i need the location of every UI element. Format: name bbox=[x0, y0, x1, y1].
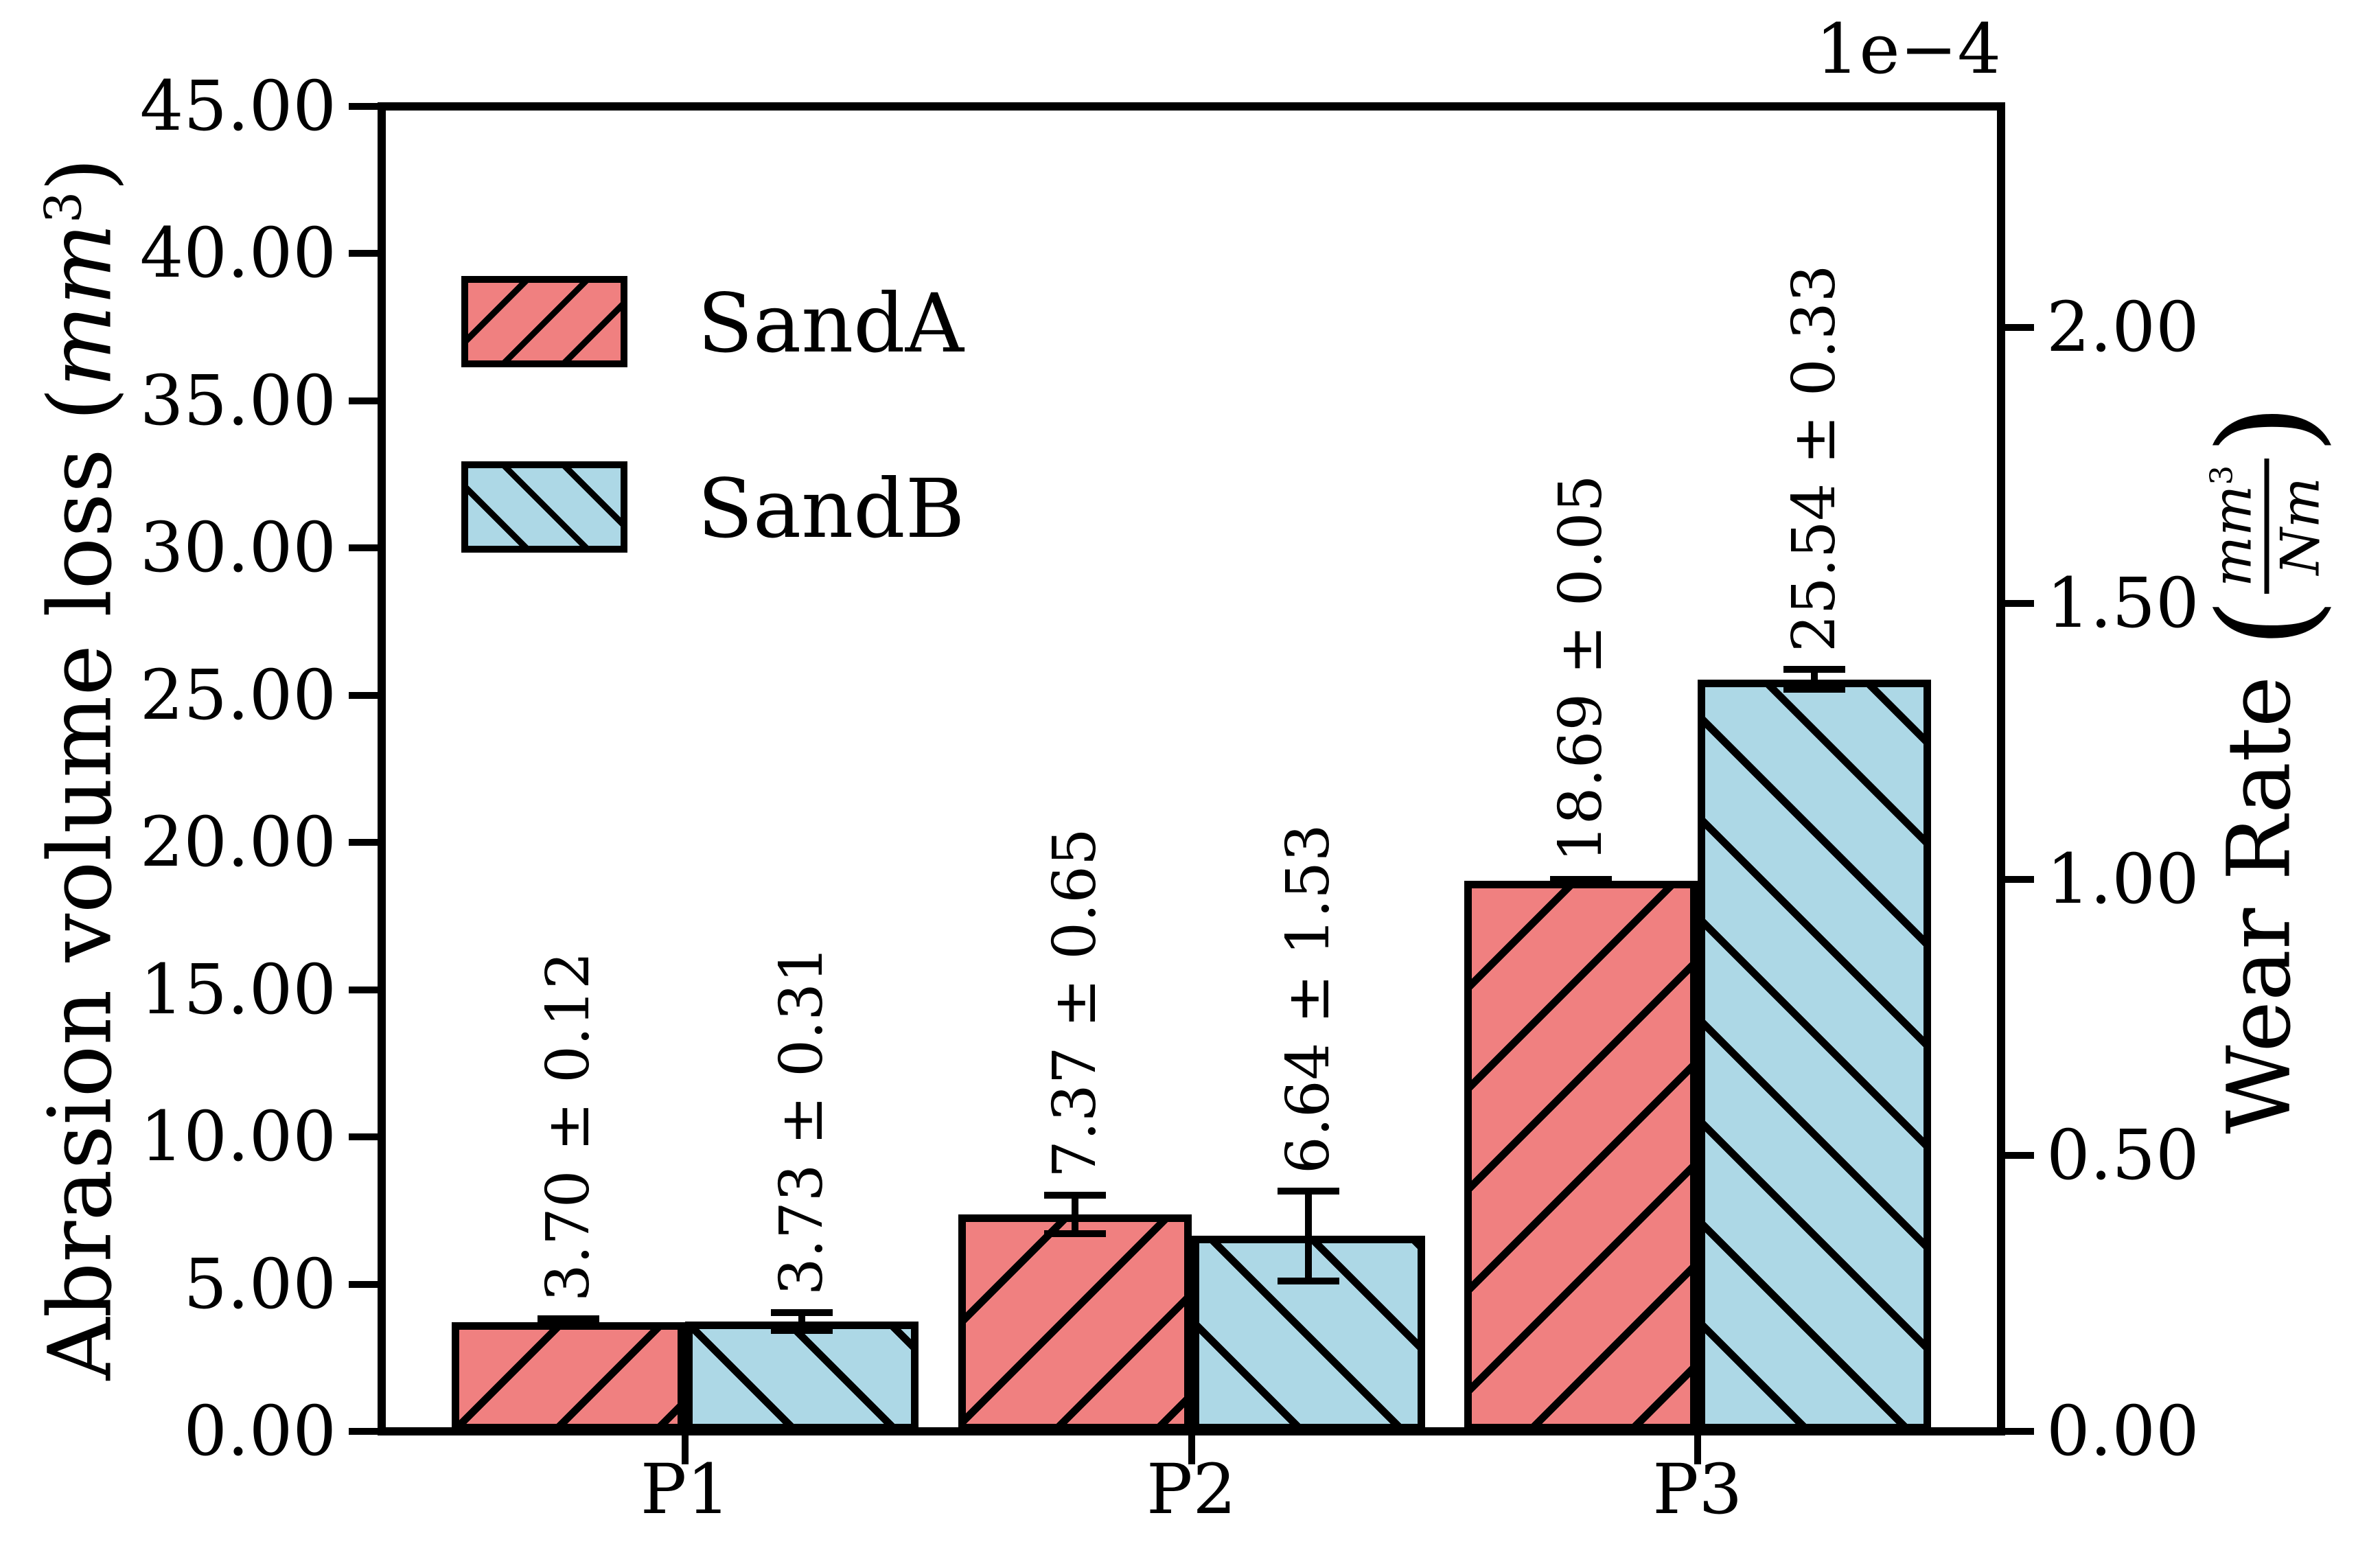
y-axis-label-left: Abrasion volume loss (mm3) bbox=[30, 158, 132, 1381]
bar-sanda-p3 bbox=[1464, 881, 1698, 1431]
errorbar-cap-top bbox=[1277, 1187, 1339, 1195]
left-tick-label: 45.00 bbox=[139, 66, 336, 146]
errorbar-line bbox=[1810, 669, 1818, 689]
y-left-label-unit: mm bbox=[30, 223, 131, 388]
x-tick-mark bbox=[1694, 1431, 1701, 1464]
errorbar-line bbox=[1071, 1195, 1078, 1234]
right-tick-label: 0.50 bbox=[2046, 1114, 2199, 1195]
left-tick-label: 40.00 bbox=[139, 213, 336, 294]
fraction-numerator: mm3 bbox=[2201, 458, 2269, 594]
left-tick-label: 0.00 bbox=[183, 1391, 336, 1471]
right-tick-label: 1.00 bbox=[2046, 838, 2199, 919]
left-tick-mark bbox=[349, 250, 382, 257]
y-left-label-close: ) bbox=[30, 157, 131, 192]
left-tick-mark bbox=[349, 544, 382, 552]
bar-value-label-sanda-p3: 18.69 ± 0.05 bbox=[1546, 474, 1615, 863]
y-right-label-close-paren: ) bbox=[2191, 404, 2342, 454]
errorbar-cap-bottom bbox=[1043, 1230, 1106, 1237]
errorbar-line bbox=[798, 1312, 806, 1331]
bar-value-label-sanda-p2: 7.37 ± 0.65 bbox=[1040, 828, 1109, 1179]
x-tick-mark bbox=[1188, 1431, 1195, 1464]
bar-value-label-sandb-p2: 6.64 ± 1.53 bbox=[1273, 823, 1343, 1174]
right-tick-mark bbox=[2001, 599, 2034, 607]
errorbar-cap-top bbox=[1783, 666, 1845, 673]
x-tick-label-p2: P2 bbox=[1146, 1449, 1236, 1530]
x-tick-label-p3: P3 bbox=[1652, 1449, 1743, 1530]
left-tick-mark bbox=[349, 839, 382, 846]
errorbar-line bbox=[1304, 1190, 1312, 1281]
left-tick-mark bbox=[349, 1280, 382, 1288]
errorbar-cap-bottom bbox=[1549, 879, 1612, 886]
right-tick-label: 2.00 bbox=[2046, 286, 2199, 367]
y-right-label-text: Wear Rate bbox=[2208, 648, 2310, 1134]
errorbar-sandb-p3 bbox=[1783, 666, 1845, 693]
wear-rate-fraction: mm3 Nm bbox=[2201, 458, 2332, 594]
y-left-label-sup: 3 bbox=[34, 191, 93, 224]
y-right-label-open-paren: ( bbox=[2191, 597, 2342, 649]
errorbar-cap-bottom bbox=[1277, 1277, 1339, 1284]
right-tick-mark bbox=[2001, 875, 2034, 883]
legend-swatch-sanda bbox=[461, 276, 627, 367]
right-tick-label: 0.00 bbox=[2046, 1391, 2199, 1471]
errorbar-cap-bottom bbox=[1783, 685, 1845, 693]
errorbar-sanda-p2 bbox=[1043, 1192, 1106, 1237]
bar-sandb-p1 bbox=[685, 1322, 919, 1431]
errorbar-cap-top bbox=[538, 1315, 600, 1323]
bar-sanda-p2 bbox=[958, 1214, 1192, 1431]
errorbar-sanda-p1 bbox=[538, 1315, 600, 1330]
left-tick-mark bbox=[349, 986, 382, 993]
x-tick-mark bbox=[682, 1431, 689, 1464]
left-tick-mark bbox=[349, 1428, 382, 1435]
legend-swatch-sandb bbox=[461, 461, 627, 553]
errorbar-sandb-p2 bbox=[1277, 1187, 1339, 1284]
bar-sandb-p3 bbox=[1697, 679, 1931, 1431]
right-tick-label: 1.50 bbox=[2046, 562, 2199, 643]
left-tick-mark bbox=[349, 691, 382, 699]
bar-value-label-sanda-p1: 3.70 ± 0.12 bbox=[534, 952, 603, 1302]
left-tick-label: 5.00 bbox=[183, 1243, 336, 1324]
left-tick-label: 25.00 bbox=[139, 654, 336, 735]
errorbar-sandb-p1 bbox=[771, 1308, 833, 1335]
errorbar-sanda-p3 bbox=[1549, 876, 1612, 886]
bar-value-label-sandb-p3: 25.54 ± 0.33 bbox=[1779, 265, 1849, 653]
fraction-denominator: Nm bbox=[2269, 477, 2332, 575]
errorbar-cap-top bbox=[1043, 1192, 1106, 1199]
errorbar-line bbox=[565, 1319, 573, 1326]
errorbar-cap-top bbox=[771, 1308, 833, 1316]
errorbar-cap-bottom bbox=[771, 1327, 833, 1335]
errorbar-cap-bottom bbox=[538, 1322, 600, 1330]
left-tick-label: 30.00 bbox=[139, 507, 336, 588]
left-tick-label: 15.00 bbox=[139, 949, 336, 1030]
right-tick-mark bbox=[2001, 1428, 2034, 1435]
y-left-label-text: Abrasion volume loss ( bbox=[30, 387, 131, 1381]
y-axis-label-right: Wear Rate (mm3 Nm) bbox=[2190, 404, 2343, 1134]
left-tick-label: 35.00 bbox=[139, 360, 336, 441]
bar-sanda-p1 bbox=[452, 1322, 686, 1431]
x-tick-label-p1: P1 bbox=[640, 1449, 730, 1530]
right-tick-mark bbox=[2001, 1151, 2034, 1159]
left-tick-mark bbox=[349, 397, 382, 404]
right-tick-mark bbox=[2001, 323, 2034, 331]
right-axis-offset-text: 1e−4 bbox=[1815, 9, 2001, 89]
bar-value-label-sandb-p1: 3.73 ± 0.31 bbox=[767, 945, 837, 1295]
legend-label-sandb: SandB bbox=[697, 461, 965, 556]
left-tick-label: 20.00 bbox=[139, 802, 336, 883]
legend-label-sanda: SandA bbox=[697, 276, 964, 371]
left-tick-mark bbox=[349, 1133, 382, 1141]
left-tick-mark bbox=[349, 103, 382, 110]
left-tick-label: 10.00 bbox=[139, 1096, 336, 1177]
